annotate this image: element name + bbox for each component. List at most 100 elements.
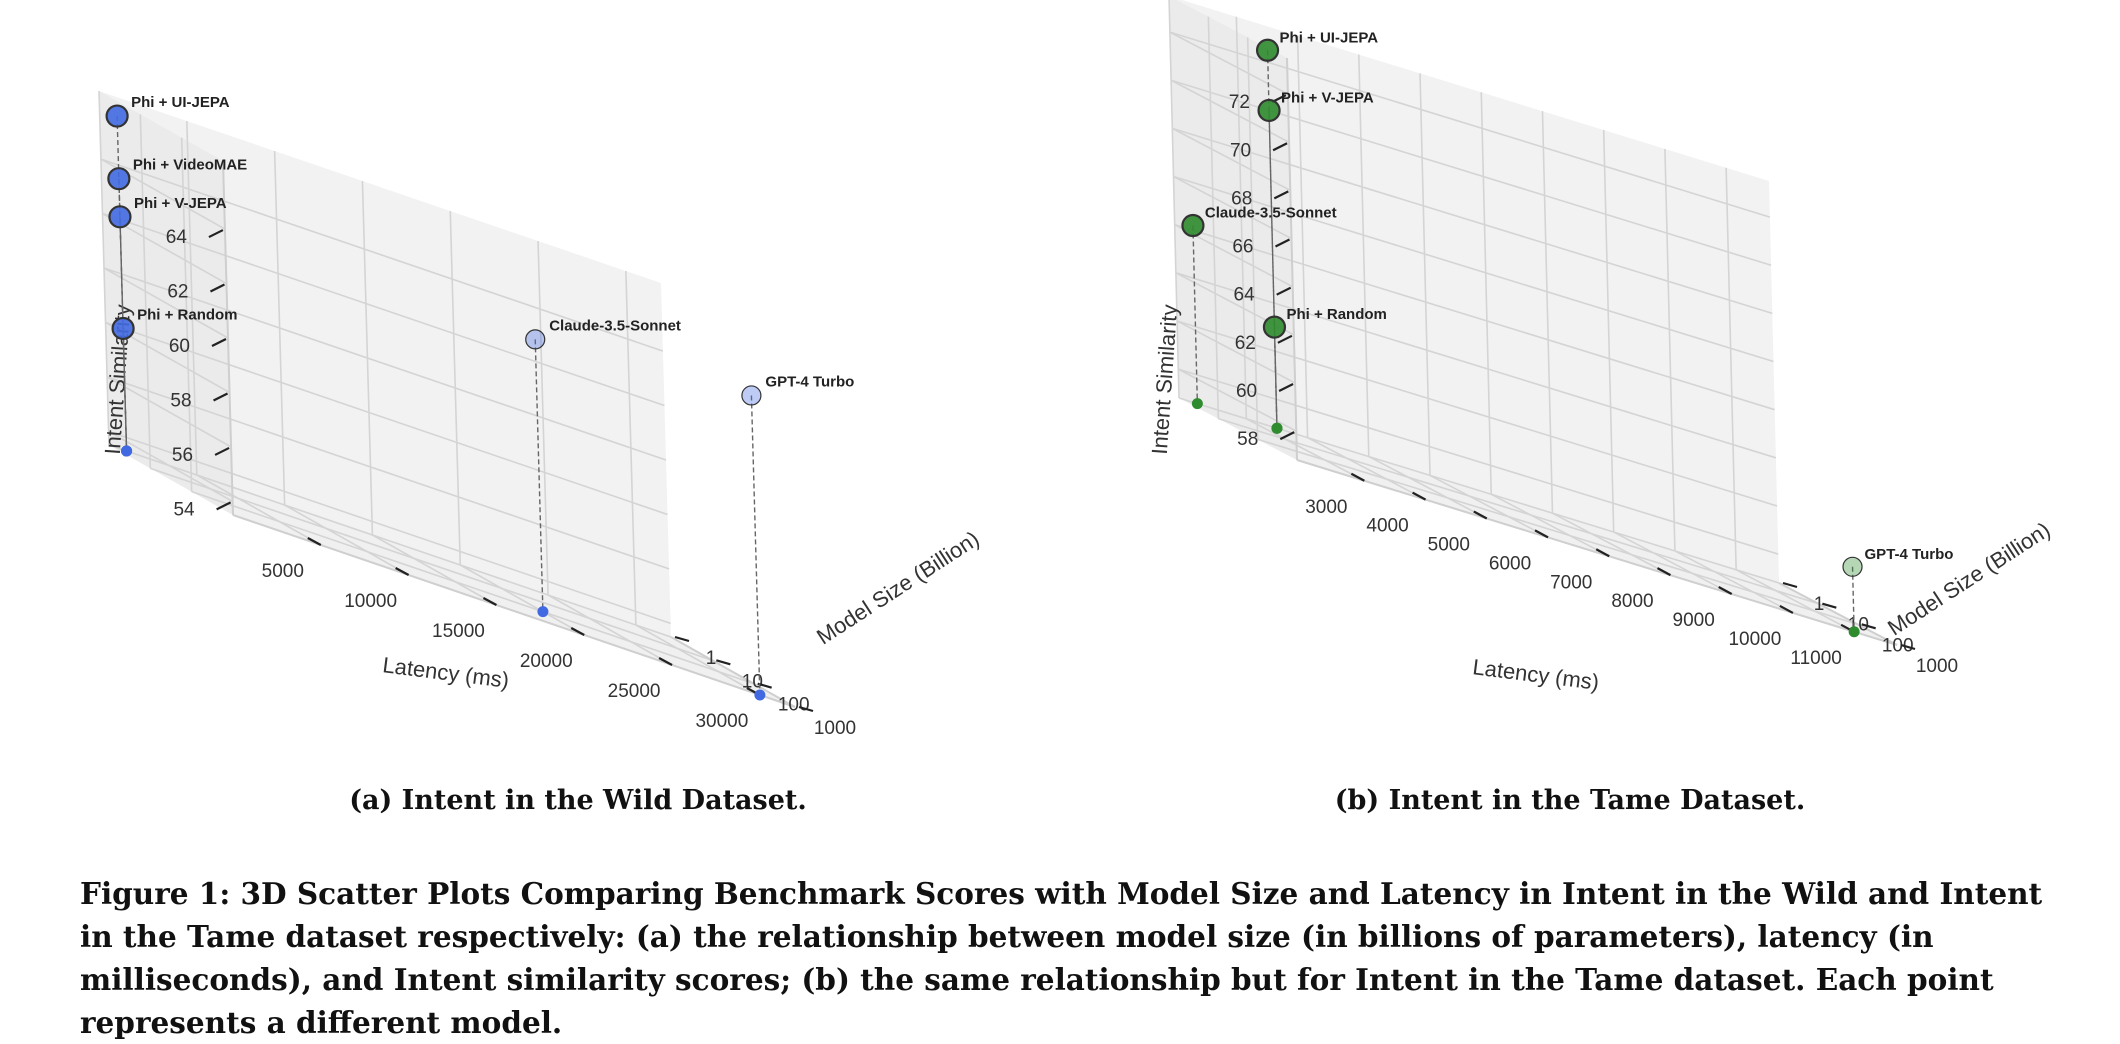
x-tick	[307, 537, 322, 546]
floor-gridline	[1735, 569, 1855, 633]
data-label: Claude-3.5-Sonnet	[1205, 205, 1337, 222]
z-tick-label: 60	[1236, 381, 1257, 402]
data-label: GPT-4 Turbo	[1865, 546, 1954, 563]
drop-line	[1851, 566, 1855, 632]
back-wall-gridline	[1541, 111, 1554, 514]
z-axis-label: Intent Similarity	[1147, 304, 1182, 456]
x-tick	[395, 567, 410, 576]
base-point	[121, 445, 133, 457]
back-wall-gridline	[108, 430, 671, 625]
z-axis-line	[1286, 57, 1298, 461]
back-wall-gridline	[1178, 368, 1779, 555]
z-tick-label: 60	[169, 336, 190, 357]
x-tick	[1350, 472, 1365, 482]
x-tick	[658, 657, 673, 666]
z-tick	[208, 229, 224, 239]
x-tick	[1473, 510, 1488, 520]
data-point	[1181, 213, 1205, 238]
data-label: Phi + UI-JEPA	[1280, 29, 1379, 46]
x-tick-label: 9000	[1673, 610, 1715, 631]
data-label: Claude-3.5-Sonnet	[549, 317, 681, 334]
side-wall-gridline	[106, 376, 232, 448]
x-tick-label: 10000	[1728, 629, 1781, 650]
z-tick	[209, 283, 225, 293]
data-point	[525, 329, 546, 350]
x-axis-line	[1296, 459, 1898, 646]
z-tick	[1276, 286, 1292, 296]
back-wall-gridline	[1169, 31, 1771, 218]
x-tick-label: 7000	[1550, 572, 1592, 593]
base-point	[1191, 398, 1203, 410]
z-tick	[1273, 190, 1289, 200]
floor-pane	[109, 445, 795, 707]
z-tick	[216, 501, 232, 511]
drop-line	[1273, 327, 1278, 429]
floor-gridline	[1674, 550, 1794, 614]
floor-gridline	[191, 490, 754, 685]
data-point	[1255, 38, 1280, 62]
y-axis-label: Model Size (Billion)	[1883, 517, 2055, 641]
z-tick	[213, 392, 229, 402]
x-tick	[1718, 586, 1733, 595]
base-point	[537, 606, 549, 618]
z-tick-label: 56	[172, 445, 193, 466]
z-tick-label: 54	[173, 499, 195, 520]
y-tick	[1782, 581, 1798, 589]
subcaption-a: (a) Intent in the Wild Dataset.	[349, 785, 807, 816]
y-axis-line	[1778, 582, 1898, 646]
floor-gridline	[1218, 417, 1819, 605]
back-wall-gridline	[1725, 167, 1737, 570]
floor-gridline	[547, 594, 673, 666]
floor-gridline	[1307, 436, 1426, 501]
data-label: Phi + VideoMAE	[133, 157, 247, 174]
base-point	[754, 689, 766, 701]
back-wall-gridline	[1480, 92, 1493, 495]
y-tick	[674, 635, 690, 643]
y-tick-label: 1000	[814, 718, 856, 739]
back-wall-gridline	[1174, 223, 1775, 411]
floor-gridline	[459, 564, 585, 636]
z-tick	[1277, 334, 1293, 344]
y-tick-label: 1000	[1916, 656, 1958, 677]
floor-gridline	[284, 504, 410, 576]
y-tick	[798, 705, 814, 713]
x-tick-label: 30000	[695, 711, 748, 732]
x-tick-label: 4000	[1366, 516, 1408, 537]
x-tick-label: 3000	[1305, 497, 1347, 518]
data-point	[741, 385, 762, 406]
back-wall-gridline	[1175, 272, 1777, 459]
y-axis-line	[670, 636, 796, 708]
x-tick	[1534, 529, 1549, 539]
z-tick-label: 58	[1237, 429, 1258, 450]
z-tick-label: 72	[1229, 92, 1250, 113]
back-wall-gridline	[1357, 54, 1370, 457]
y-tick	[1822, 602, 1837, 609]
z-tick	[1272, 142, 1288, 152]
floor-gridline	[1257, 438, 1858, 626]
floor-gridline	[1613, 531, 1733, 595]
x-tick-label: 25000	[608, 681, 661, 702]
x-tick-label: 5000	[262, 561, 304, 582]
x-tick-label: 5000	[1428, 535, 1470, 556]
z-tick	[1274, 238, 1290, 248]
y-tick-label: 1	[1814, 594, 1825, 615]
x-axis-line	[232, 514, 796, 708]
back-wall-gridline	[1664, 148, 1676, 551]
z-tick	[1278, 382, 1294, 392]
drop-line	[1266, 50, 1278, 429]
x-tick	[1656, 567, 1671, 577]
back-wall-gridline	[1296, 35, 1309, 438]
z-tick	[211, 338, 227, 347]
data-label: Phi + Random	[137, 306, 237, 323]
z-tick-label: 70	[1230, 140, 1251, 161]
back-wall-gridline	[1419, 73, 1431, 476]
z-axis-line	[222, 160, 234, 516]
floor-gridline	[1552, 512, 1671, 576]
x-tick-label: 20000	[520, 651, 573, 672]
x-tick-label: 8000	[1611, 591, 1653, 612]
side-wall-gridline	[108, 430, 234, 503]
data-point	[107, 167, 131, 191]
y-tick	[1861, 623, 1876, 630]
x-axis-label: Latency (ms)	[381, 652, 510, 693]
